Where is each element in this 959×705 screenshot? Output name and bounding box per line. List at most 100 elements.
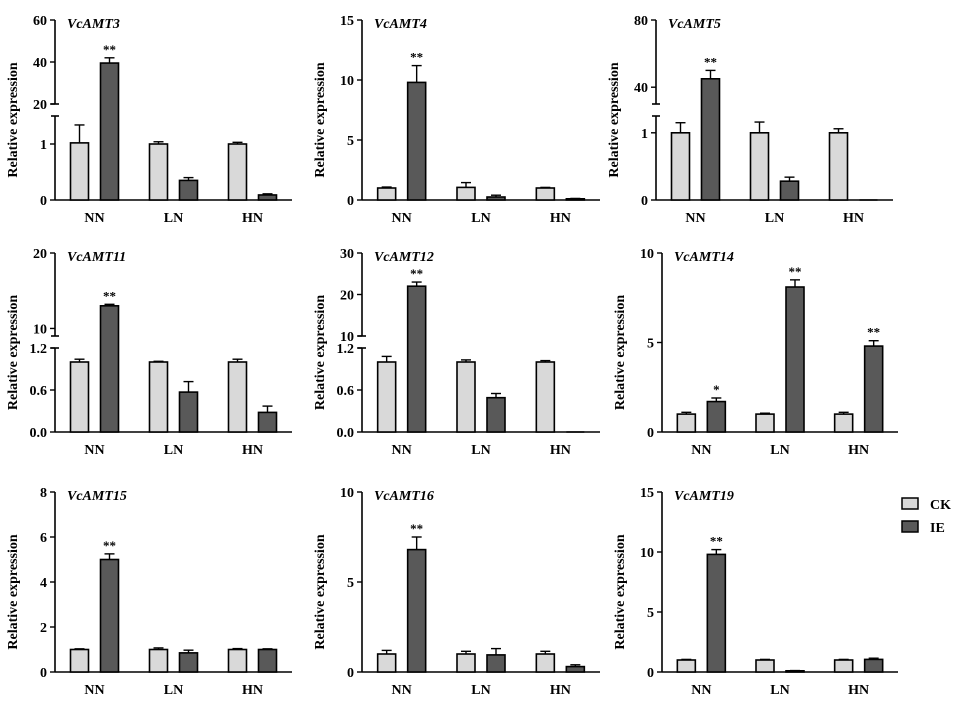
y-tick-label: 5 <box>347 134 354 149</box>
legend-label-ck: CK <box>930 498 951 513</box>
significance-label: ** <box>867 325 880 340</box>
significance-label: ** <box>704 54 717 69</box>
x-category-label: LN <box>770 443 789 458</box>
y-tick-label: 15 <box>340 14 354 29</box>
bar-ie-ln <box>779 180 800 201</box>
y-tick-label: 0.0 <box>337 426 355 441</box>
y-axis-label: Relative expression <box>313 295 328 410</box>
significance-label: ** <box>710 534 723 549</box>
bar-ck-ln <box>456 186 476 201</box>
x-category-label: HN <box>843 211 864 226</box>
y-axis-label: Relative expression <box>313 534 328 649</box>
significance-label: ** <box>410 50 423 65</box>
legend: CK IE <box>901 497 951 536</box>
y-tick-label: 5 <box>647 337 654 352</box>
bar-ck-nn <box>670 132 691 201</box>
chart-title: VcAMT15 <box>67 489 127 504</box>
x-category-label: HN <box>242 683 263 698</box>
chart-panel-vcamt5: 0 1 40 80 Relative expression VcAMT5 ** NN LN HN <box>607 14 893 226</box>
bar-ie-ln <box>785 286 805 433</box>
bar-ie-ln <box>178 652 199 673</box>
bar-ie-hn <box>565 665 586 673</box>
x-category-label: HN <box>848 443 869 458</box>
y-tick-label: 30 <box>340 247 354 262</box>
y-axis-label: Relative expression <box>313 62 328 177</box>
bar-ie-nn <box>700 78 721 201</box>
bar-ie-nn <box>706 400 727 433</box>
y-tick-label: 10 <box>33 322 47 337</box>
y-tick-label: 0.6 <box>30 384 48 399</box>
y-tick-label: 10 <box>340 330 354 345</box>
y-tick-label: 10 <box>340 74 354 89</box>
bar-ie-nn <box>406 81 427 201</box>
y-tick-label: 10 <box>640 546 654 561</box>
bar-ie-hn <box>257 411 278 433</box>
y-tick-label: 40 <box>33 56 47 71</box>
chart-panel-vcamt12: 0.0 0.6 1.210 20 30 Relative expression VcAMT1… <box>313 247 600 458</box>
x-category-label: NN <box>392 443 412 458</box>
bar-ie-ln <box>486 654 506 673</box>
chart-title: VcAMT3 <box>67 17 120 32</box>
chart-panel-vcamt11: 0.0 0.6 1.2 10 20 Relative expression VcAMT11 *… <box>6 247 292 458</box>
bar-ck-hn <box>227 648 248 673</box>
x-category-label: NN <box>84 443 104 458</box>
x-category-label: HN <box>550 443 571 458</box>
x-category-label: LN <box>471 443 490 458</box>
y-axis-label: Relative expression <box>6 62 21 177</box>
y-tick-label: 0.6 <box>337 384 355 399</box>
y-tick-label: 1 <box>40 138 47 153</box>
bar-ie-nn <box>406 548 427 673</box>
significance-label: ** <box>103 42 116 57</box>
bar-ie-nn <box>99 558 120 673</box>
x-category-label: NN <box>691 443 711 458</box>
y-tick-label: 60 <box>33 14 47 29</box>
y-tick-label: 10 <box>340 486 354 501</box>
bar-ck-ln <box>749 132 770 201</box>
x-category-label: NN <box>84 211 104 226</box>
chart-panel-vcamt19: 0 5 10 15 Relative expression VcAMT19 ** NN LN HN <box>613 486 898 698</box>
x-category-label: NN <box>392 683 412 698</box>
bar-ck-ln <box>148 361 169 433</box>
x-category-label: LN <box>164 211 183 226</box>
y-tick-label: 0 <box>40 666 47 681</box>
y-tick-label: 8 <box>40 486 47 501</box>
x-category-label: LN <box>471 683 490 698</box>
bar-ck-ln <box>148 648 169 673</box>
bar-ck-hn <box>833 659 854 673</box>
y-tick-label: 20 <box>33 98 47 113</box>
y-axis-label: Relative expression <box>6 534 21 649</box>
legend-swatch-ck <box>901 497 919 510</box>
x-category-label: HN <box>848 683 869 698</box>
bar-ie-hn <box>257 194 278 201</box>
chart-title: VcAMT16 <box>374 489 434 504</box>
chart-title: VcAMT11 <box>67 250 126 265</box>
bar-ck-ln <box>456 653 476 673</box>
y-tick-label: 0 <box>641 194 648 209</box>
y-axis-label: Relative expression <box>613 534 628 649</box>
y-tick-label: 0 <box>647 666 654 681</box>
chart-title: VcAMT19 <box>674 489 734 504</box>
bar-ck-nn <box>676 659 697 673</box>
significance-label: ** <box>789 264 802 279</box>
bar-ie-hn <box>863 658 884 673</box>
x-category-label: NN <box>392 211 412 226</box>
bar-ie-nn <box>99 62 120 201</box>
bar-ie-ln <box>486 396 506 433</box>
bar-ie-ln <box>178 391 199 433</box>
bar-ie-ln <box>486 196 506 201</box>
bar-ck-nn <box>676 413 697 433</box>
x-category-label: HN <box>550 211 571 226</box>
significance-label: * <box>713 382 720 397</box>
bar-ck-hn <box>227 361 248 433</box>
bar-ck-hn <box>833 413 854 433</box>
x-category-label: HN <box>550 683 571 698</box>
y-tick-label: 5 <box>347 576 354 591</box>
y-tick-label: 2 <box>40 621 47 636</box>
y-tick-label: 20 <box>33 247 47 262</box>
x-category-label: HN <box>242 211 263 226</box>
y-tick-label: 0 <box>347 194 354 209</box>
bar-ie-hn <box>257 648 278 673</box>
legend-label-ie: IE <box>930 521 945 536</box>
y-tick-label: 5 <box>647 606 654 621</box>
